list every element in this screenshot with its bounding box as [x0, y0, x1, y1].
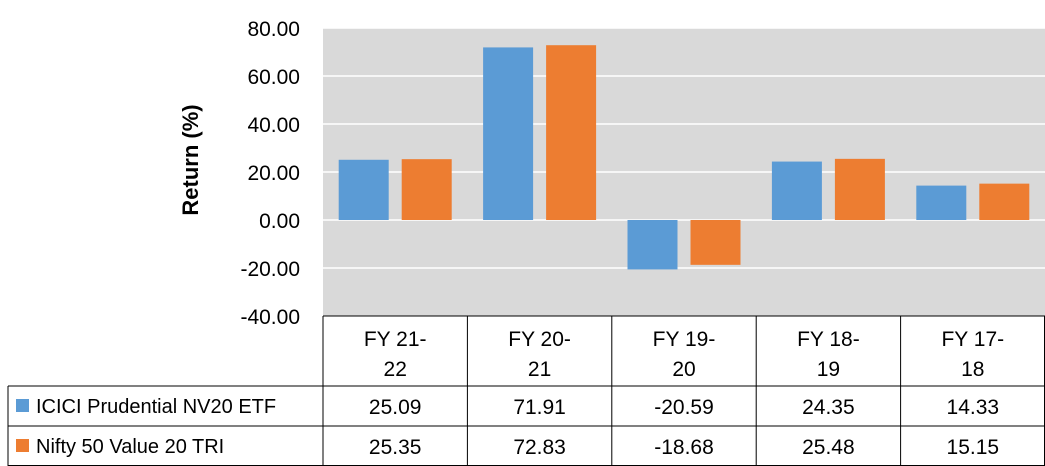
legend-key-series1 [16, 399, 29, 412]
y-axis-title: Return (%) [178, 104, 203, 215]
bar-series1 [483, 47, 534, 220]
x-category-label: 22 [384, 358, 407, 381]
bar-series2 [834, 158, 885, 220]
y-tick-label: 40.00 [247, 114, 300, 137]
y-tick-label: 0.00 [259, 210, 300, 233]
x-category-label: FY 17- [941, 328, 1004, 351]
bar-series2 [546, 45, 597, 220]
data-label: 14.33 [947, 396, 1000, 419]
bar-series1 [916, 185, 967, 220]
data-label: 25.09 [369, 396, 422, 419]
x-category-label: 21 [528, 358, 551, 381]
data-label: 72.83 [513, 436, 566, 459]
bar-series2 [690, 220, 741, 265]
data-label: 25.48 [802, 436, 855, 459]
y-tick-label: 20.00 [247, 162, 300, 185]
bar-series2 [401, 159, 452, 220]
bar-series1 [771, 161, 822, 220]
x-category-label: 18 [961, 358, 984, 381]
x-category-label: 19 [817, 358, 840, 381]
data-label: 24.35 [802, 396, 855, 419]
bar-series1 [338, 159, 389, 220]
bar-series2 [979, 183, 1030, 220]
bars [338, 45, 1030, 270]
y-tick-label: -20.00 [240, 258, 300, 281]
data-label: 25.35 [369, 436, 422, 459]
data-label: 71.91 [513, 396, 566, 419]
x-category-label: FY 18- [797, 328, 860, 351]
data-label: 15.15 [947, 436, 1000, 459]
y-tick-label: 60.00 [247, 66, 300, 89]
y-tick-label: 80.00 [247, 18, 300, 41]
y-axis: 80.00 60.00 40.00 20.00 0.00 -20.00 -40.00 [240, 18, 300, 329]
x-category-label: FY 20- [508, 328, 571, 351]
bar-series1 [627, 220, 678, 270]
legend-key-series2 [16, 439, 29, 452]
x-category-label: FY 19- [653, 328, 716, 351]
x-category-label: 20 [672, 358, 695, 381]
y-tick-label: -40.00 [240, 306, 300, 329]
data-label: -20.59 [654, 396, 714, 419]
legend-label-series1: ICICI Prudential NV20 ETF [36, 396, 276, 418]
x-category-label: FY 21- [364, 328, 427, 351]
legend-label-series2: Nifty 50 Value 20 TRI [36, 436, 224, 458]
data-table: FY 21- 22 FY 20- 21 FY 19- 20 FY 18- 19 FY 17- 18… [7, 315, 1045, 466]
data-label: -18.68 [654, 436, 714, 459]
